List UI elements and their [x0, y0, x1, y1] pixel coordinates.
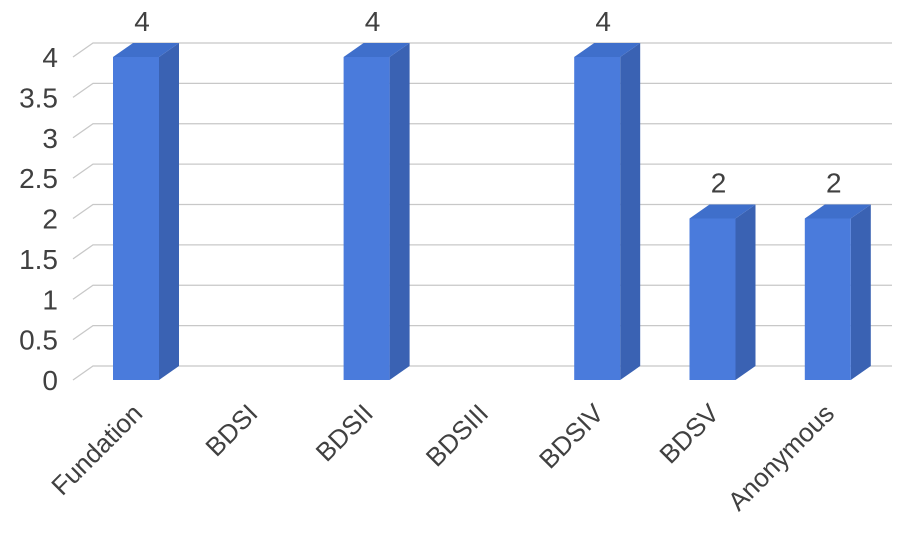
gridline — [72, 82, 892, 98]
bar — [113, 43, 179, 380]
data-label: 2 — [826, 168, 842, 199]
x-category-label: BDSIV — [533, 398, 610, 475]
y-tick-label: 2 — [42, 204, 58, 235]
gridlines — [72, 42, 892, 381]
gridline — [72, 163, 892, 179]
x-category-label: BDSIII — [420, 398, 494, 472]
bar — [804, 204, 871, 380]
x-category-label: BDSV — [653, 398, 725, 470]
data-label: 4 — [365, 6, 381, 37]
gridline — [72, 42, 892, 58]
bar — [343, 43, 410, 380]
y-tick-label: 1 — [42, 284, 58, 315]
data-label: 4 — [595, 6, 611, 37]
bar — [574, 43, 641, 380]
gridline — [72, 284, 892, 300]
x-category-label: BDSI — [199, 398, 263, 462]
y-tick-label: 3 — [42, 123, 58, 154]
gridline — [72, 244, 892, 260]
y-tick-label: 0.5 — [19, 325, 58, 356]
x-category-label: BDSII — [310, 398, 379, 467]
x-category-label: Anonymous — [722, 398, 840, 516]
data-labels: 4 4 4 2 2 — [134, 6, 841, 199]
bars — [113, 43, 871, 380]
data-label: 4 — [134, 6, 150, 37]
gridline — [72, 203, 892, 220]
y-tick-label: 3.5 — [19, 82, 58, 113]
x-category-label: Fundation — [45, 398, 148, 501]
gridline — [72, 123, 892, 139]
gridline — [72, 324, 892, 341]
y-tick-label: 4 — [42, 42, 58, 73]
y-tick-label: 1.5 — [19, 244, 58, 275]
y-tick-label: 2.5 — [19, 163, 58, 194]
data-label: 2 — [711, 168, 727, 199]
bar — [689, 204, 756, 380]
y-tick-label: 0 — [42, 365, 58, 396]
y-axis-tick-labels: 0 0.5 1 1.5 2 2.5 3 3.5 4 — [19, 42, 58, 396]
gridline — [72, 365, 892, 381]
x-axis-category-labels: Fundation BDSI BDSII BDSIII BDSIV BDSVAnonymo… — [45, 398, 840, 517]
